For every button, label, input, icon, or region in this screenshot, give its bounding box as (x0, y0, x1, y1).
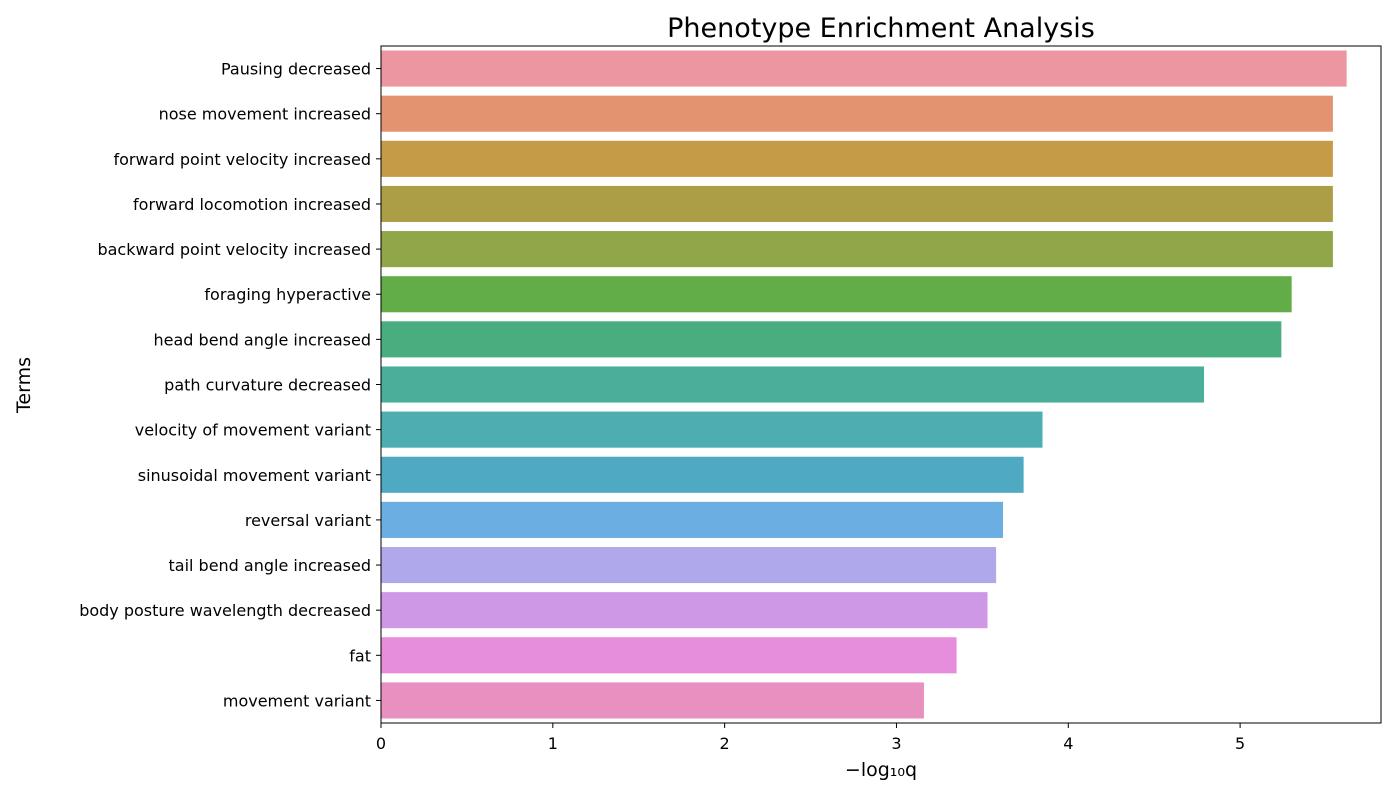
bar (381, 682, 924, 719)
category-label: velocity of movement variant (135, 421, 371, 440)
category-label: nose movement increased (159, 105, 371, 124)
category-label: foraging hyperactive (204, 285, 371, 304)
x-axis-label: −log₁₀q (845, 759, 917, 781)
x-tick-label: 0 (376, 734, 386, 753)
bar (381, 411, 1043, 448)
bar (381, 231, 1333, 268)
x-tick-label: 1 (548, 734, 558, 753)
bar (381, 501, 1003, 538)
bar (381, 366, 1205, 403)
bar (381, 321, 1282, 358)
bar (381, 546, 997, 584)
bar (381, 276, 1292, 313)
x-tick-label: 4 (1063, 734, 1073, 753)
category-label: Pausing decreased (221, 60, 371, 79)
category-label: reversal variant (245, 511, 371, 530)
bar (381, 50, 1347, 87)
category-label: fat (349, 646, 371, 665)
x-axis-ticks: 0 1 2 3 4 5 (376, 723, 1245, 753)
x-tick-label: 5 (1235, 734, 1245, 753)
bar (381, 456, 1024, 493)
category-label: head bend angle increased (154, 330, 371, 349)
bar (381, 140, 1333, 177)
bar (381, 95, 1333, 132)
x-tick-label: 3 (891, 734, 901, 753)
category-label: sinusoidal movement variant (138, 466, 371, 485)
x-tick-label: 2 (720, 734, 730, 753)
category-label: tail bend angle increased (168, 556, 371, 575)
category-label: backward point velocity increased (97, 240, 371, 259)
category-label: forward locomotion increased (133, 195, 371, 214)
bars-group (381, 50, 1347, 719)
category-label: body posture wavelength decreased (79, 601, 371, 620)
y-axis-label: Terms (13, 357, 35, 414)
category-label: forward point velocity increased (113, 150, 371, 169)
bar (381, 592, 988, 629)
category-label: path curvature decreased (164, 376, 371, 395)
bar (381, 637, 957, 674)
plot-frame (380, 45, 1382, 724)
category-label: movement variant (223, 691, 371, 710)
bar (381, 185, 1333, 223)
category-labels: Pausing decreased nose movement increased… (79, 60, 381, 710)
chart-title: Phenotype Enrichment Analysis (667, 13, 1095, 44)
